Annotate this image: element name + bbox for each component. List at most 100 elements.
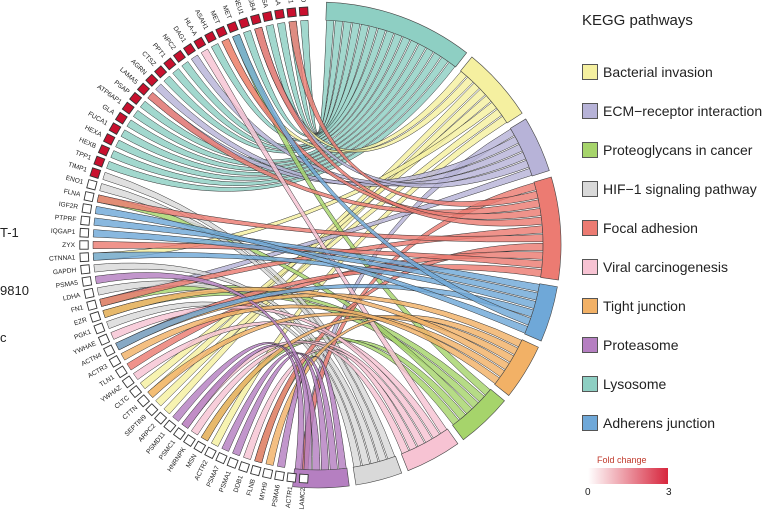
gene-label-gaa: GAA [272, 0, 281, 7]
gene-box-arpc2 [154, 411, 168, 425]
gene-box-hnrnpk [183, 434, 196, 447]
pathway-arc-hif-1-signaling-pathway [352, 455, 403, 486]
gene-box-psmc1 [172, 427, 186, 441]
gene-box-ppt1 [163, 57, 177, 71]
fold-change-colorbar [588, 468, 668, 484]
gene-label-gapdh: GAPDH [53, 267, 77, 276]
gene-box-psma7 [215, 451, 228, 465]
gene-box-psap [129, 91, 143, 105]
legend-title: KEGG pathways [582, 12, 693, 29]
legend-item-lysosome: Lysosome [582, 374, 666, 394]
legend-swatch [582, 376, 598, 392]
gene-box-met [215, 25, 228, 39]
gene-box-npc2 [172, 49, 186, 63]
gene-label-met: MET [221, 5, 233, 21]
gene-fold-change-boxes [79, 6, 309, 484]
pathway-arc-lysosome [325, 1, 468, 68]
legend-label: Proteasome [603, 337, 679, 353]
gene-box-ctsd [298, 6, 309, 17]
gene-box-septin9 [145, 403, 159, 417]
gene-box-timp1 [89, 167, 102, 179]
legend-label: Focal adhesion [603, 220, 698, 236]
gene-box-ctnna1 [79, 252, 90, 263]
gene-label-ctnna1: CTNNA1 [49, 254, 76, 262]
gene-label-itgb4: ITGB4 [245, 0, 257, 12]
gene-box-ctsa [262, 10, 274, 23]
legend-item-tight-junction: Tight junction [582, 296, 686, 316]
gene-box-fn1 [86, 299, 98, 311]
legend-swatch [582, 181, 598, 197]
pathway-arc-viral-carcinogenesis [400, 428, 459, 472]
gene-box-cltc [129, 385, 143, 399]
legend-item-adherens-junction: Adherens junction [582, 413, 715, 433]
gene-box-atp6ap1 [121, 101, 135, 115]
legend-label: HIF−1 signaling pathway [603, 181, 757, 197]
gene-box-psma6 [274, 470, 285, 482]
pathway-arc-focal-adhesion [533, 176, 562, 281]
gene-label-psma5: PSMA5 [55, 280, 78, 290]
gene-box-ldha [83, 287, 95, 299]
gene-label-met: MET [209, 10, 221, 26]
pathway-arc-proteoglycans-in-cancer [452, 388, 505, 441]
gene-box-zyx [79, 240, 89, 250]
gene-label-fn1: FN1 [70, 304, 84, 314]
gene-box-ptprf [80, 215, 91, 226]
gene-label-igf2r: IGF2R [58, 201, 79, 211]
gene-box-fuca1 [108, 122, 122, 135]
gene-label-psap: PSAP [113, 79, 132, 96]
gene-label-npc2: NPC2 [161, 33, 177, 52]
gene-box-ywhae [97, 333, 111, 346]
legend-item-proteoglycans-in-cancer: Proteoglycans in cancer [582, 140, 752, 160]
gene-label-lamc2: LAMC2 [299, 487, 307, 510]
pathway-arc-tight-junction [494, 339, 539, 396]
legend-label: Proteoglycans in cancer [603, 142, 753, 158]
gene-box-psma5 [81, 276, 93, 287]
legend-swatch [582, 142, 598, 158]
gene-label-timp1: TIMP1 [67, 161, 88, 174]
gene-label-ezr: EZR [73, 317, 88, 328]
legend-swatch [582, 220, 598, 236]
gene-box-ctsz [154, 65, 168, 79]
gene-label-ctsz: CTSZ [140, 50, 157, 67]
gene-box-hexa [102, 133, 116, 146]
gene-box-psma1 [226, 456, 239, 469]
gene-box-ezr [89, 311, 102, 323]
gene-label-iqgap1: IQGAP1 [51, 228, 76, 236]
gene-label-hexa: HEXA [83, 124, 103, 139]
gene-box-myh9 [262, 467, 274, 480]
legend-swatch [582, 337, 598, 353]
gene-label-actr1: ACTR1 [285, 486, 294, 509]
gene-box-iqgap1 [79, 227, 90, 238]
chord-ribbons [92, 19, 544, 471]
fold-change-title: Fold change [597, 455, 647, 465]
gene-box-cttn [136, 394, 151, 408]
gene-label-hexb: HEXB [78, 136, 98, 150]
legend-item-proteasome: Proteasome [582, 335, 678, 355]
gene-label-dag1: DAG1 [172, 25, 188, 44]
gene-box-actn4 [102, 344, 116, 357]
gene-box-flnb [250, 464, 262, 477]
pathway-arc-bacterial-invasion [460, 56, 523, 124]
legend-swatch [582, 64, 598, 80]
gene-box-tpp1 [93, 155, 106, 168]
gene-box-met [226, 21, 239, 34]
gene-box-gapdh [80, 264, 91, 275]
gene-label-neu1: NEU1 [232, 0, 244, 16]
legend-label: Viral carcinogenesis [603, 259, 729, 275]
gene-box-hexb [97, 144, 111, 157]
gene-box-gla [114, 111, 128, 125]
pathway-arc-ecm-receptor-interaction [509, 118, 550, 177]
gene-label-ctsd: CTSD [298, 0, 306, 3]
legend-label: Bacterial invasion [603, 64, 713, 80]
legend-swatch [582, 103, 598, 119]
legend-item-ecm-receptor-interaction: ECM−receptor interaction [582, 101, 762, 121]
gene-label-flnb: FLNB [246, 478, 257, 497]
legend-item-bacterial-invasion: Bacterial invasion [582, 62, 713, 82]
gene-box-asah1 [204, 30, 217, 44]
gene-box-pgk1 [93, 322, 106, 335]
gene-label-ldha: LDHA [62, 292, 81, 303]
gene-label-eno1: ENO1 [65, 175, 84, 186]
fold-change-min: 0 [585, 487, 591, 498]
pathway-arcs [292, 1, 562, 489]
